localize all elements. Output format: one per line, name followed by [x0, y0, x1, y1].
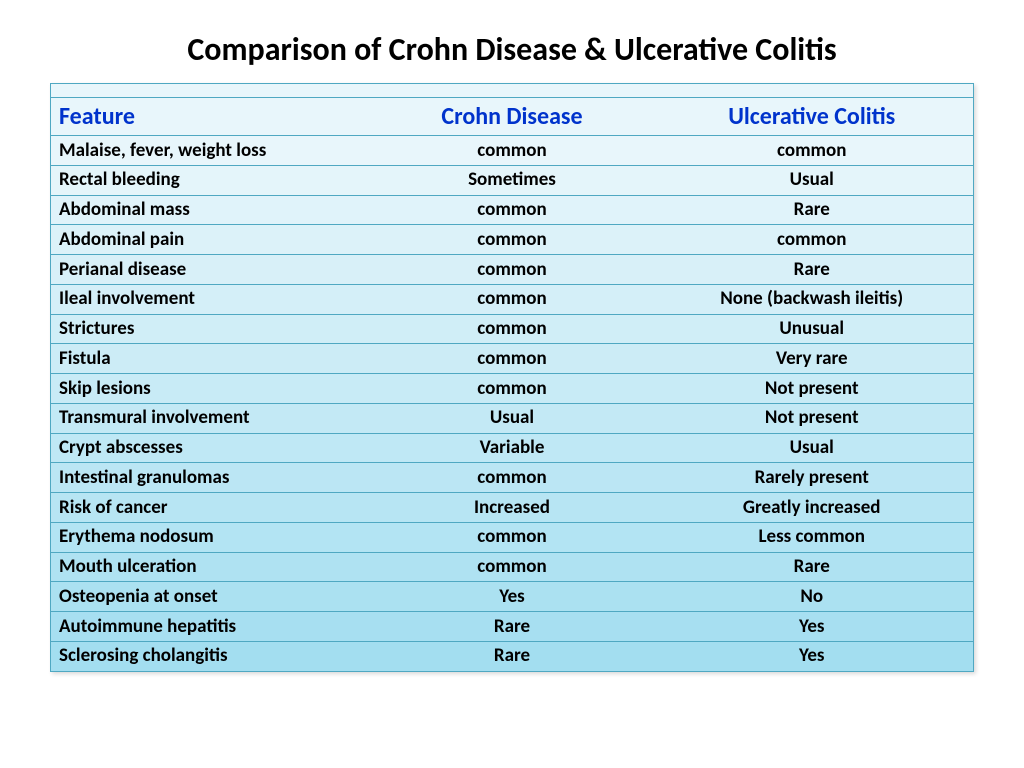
value-cell: Less common: [650, 522, 973, 552]
feature-cell: Intestinal granulomas: [51, 463, 374, 493]
value-cell: Rare: [650, 552, 973, 582]
feature-cell: Transmural involvement: [51, 403, 374, 433]
table-row: Ileal involvementcommonNone (backwash il…: [51, 284, 974, 314]
value-cell: common: [374, 344, 651, 374]
feature-cell: Skip lesions: [51, 374, 374, 404]
value-cell: Rare: [374, 641, 651, 671]
value-cell: common: [374, 136, 651, 166]
value-cell: Usual: [374, 403, 651, 433]
value-cell: common: [374, 255, 651, 285]
feature-cell: Autoimmune hepatitis: [51, 612, 374, 642]
table-row: FistulacommonVery rare: [51, 344, 974, 374]
value-cell: Not present: [650, 374, 973, 404]
value-cell: Yes: [650, 641, 973, 671]
feature-cell: Mouth ulceration: [51, 552, 374, 582]
table-row: Skip lesionscommonNot present: [51, 374, 974, 404]
value-cell: Unusual: [650, 314, 973, 344]
feature-cell: Abdominal mass: [51, 195, 374, 225]
value-cell: common: [374, 552, 651, 582]
table-row: Abdominal paincommoncommon: [51, 225, 974, 255]
feature-cell: Crypt abscesses: [51, 433, 374, 463]
value-cell: Variable: [374, 433, 651, 463]
table-row: Mouth ulcerationcommonRare: [51, 552, 974, 582]
feature-cell: Strictures: [51, 314, 374, 344]
value-cell: Rarely present: [650, 463, 973, 493]
col-header-0: Feature: [51, 98, 374, 136]
value-cell: Usual: [650, 433, 973, 463]
table-row: Malaise, fever, weight losscommoncommon: [51, 136, 974, 166]
col-header-1: Crohn Disease: [374, 98, 651, 136]
value-cell: common: [374, 374, 651, 404]
comparison-table: FeatureCrohn DiseaseUlcerative ColitisMa…: [50, 83, 974, 672]
feature-cell: Osteopenia at onset: [51, 582, 374, 612]
feature-cell: Abdominal pain: [51, 225, 374, 255]
value-cell: Increased: [374, 493, 651, 523]
table-row: Erythema nodosumcommonLess common: [51, 522, 974, 552]
value-cell: Yes: [650, 612, 973, 642]
value-cell: common: [374, 314, 651, 344]
feature-cell: Fistula: [51, 344, 374, 374]
page-title: Comparison of Crohn Disease & Ulcerative…: [50, 30, 974, 69]
feature-cell: Ileal involvement: [51, 284, 374, 314]
table-row: Risk of cancerIncreasedGreatly increased: [51, 493, 974, 523]
value-cell: None (backwash ileitis): [650, 284, 973, 314]
table-spacer: [51, 84, 974, 98]
value-cell: common: [374, 225, 651, 255]
feature-cell: Risk of cancer: [51, 493, 374, 523]
value-cell: common: [650, 225, 973, 255]
value-cell: Rare: [650, 255, 973, 285]
feature-cell: Malaise, fever, weight loss: [51, 136, 374, 166]
table-row: Intestinal granulomascommonRarely presen…: [51, 463, 974, 493]
col-header-2: Ulcerative Colitis: [650, 98, 973, 136]
value-cell: common: [374, 463, 651, 493]
feature-cell: Rectal bleeding: [51, 165, 374, 195]
feature-cell: Sclerosing cholangitis: [51, 641, 374, 671]
table-row: Autoimmune hepatitisRareYes: [51, 612, 974, 642]
value-cell: Greatly increased: [650, 493, 973, 523]
table-row: Sclerosing cholangitisRareYes: [51, 641, 974, 671]
value-cell: common: [374, 522, 651, 552]
value-cell: No: [650, 582, 973, 612]
value-cell: Rare: [650, 195, 973, 225]
table-row: Transmural involvementUsualNot present: [51, 403, 974, 433]
value-cell: Rare: [374, 612, 651, 642]
table-row: Rectal bleedingSometimesUsual: [51, 165, 974, 195]
value-cell: Sometimes: [374, 165, 651, 195]
feature-cell: Perianal disease: [51, 255, 374, 285]
value-cell: common: [374, 195, 651, 225]
feature-cell: Erythema nodosum: [51, 522, 374, 552]
value-cell: Yes: [374, 582, 651, 612]
value-cell: common: [374, 284, 651, 314]
table-row: Abdominal masscommonRare: [51, 195, 974, 225]
table-row: Osteopenia at onsetYesNo: [51, 582, 974, 612]
value-cell: Very rare: [650, 344, 973, 374]
table-row: Crypt abscessesVariableUsual: [51, 433, 974, 463]
value-cell: Usual: [650, 165, 973, 195]
value-cell: Not present: [650, 403, 973, 433]
table-row: StricturescommonUnusual: [51, 314, 974, 344]
value-cell: common: [650, 136, 973, 166]
table-row: Perianal diseasecommonRare: [51, 255, 974, 285]
